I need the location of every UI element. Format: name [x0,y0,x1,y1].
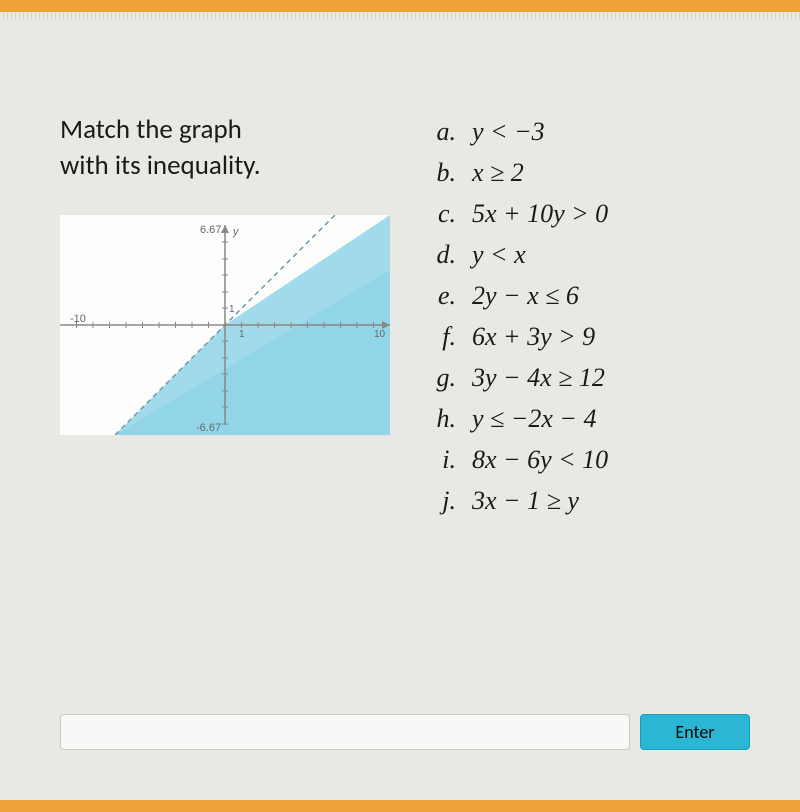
answer-letter: c. [430,194,456,233]
question-line1: Match the graph [60,113,242,146]
answer-row: a. y < −3 [430,112,750,151]
answer-letter: b. [430,153,456,192]
x-right-label: 10 [374,329,386,340]
left-column: Match the graph with its inequality. [60,112,390,522]
y-top-label: 6.67 [200,224,221,236]
y-bottom-label: -6.67 [196,422,221,434]
answer-expr: 2y − x ≤ 6 [472,276,579,315]
answer-expr: 6x + 3y > 9 [472,317,595,356]
answer-expr: y < −3 [472,112,545,151]
answer-row: b. x ≥ 2 [430,153,750,192]
answer-letter: e. [430,276,456,315]
x-left-label: -10 [70,313,86,325]
answer-letter: j. [430,481,456,520]
answer-row: d. y < x [430,235,750,274]
answer-row: h. y ≤ −2x − 4 [430,399,750,438]
y-unit-label: 1 [229,304,235,315]
answer-letter: i. [430,440,456,479]
answer-row: g. 3y − 4x ≥ 12 [430,358,750,397]
content-row: Match the graph with its inequality. [60,112,750,522]
torn-edge-decoration [0,12,800,20]
answer-row: c. 5x + 10y > 0 [430,194,750,233]
answer-expr: 5x + 10y > 0 [472,194,608,233]
answer-row: j. 3x − 1 ≥ y [430,481,750,520]
answer-letter: a. [430,112,456,151]
answer-expr: 3x − 1 ≥ y [472,481,579,520]
answer-expr: 3y − 4x ≥ 12 [472,358,605,397]
answer-row: e. 2y − x ≤ 6 [430,276,750,315]
question-title: Match the graph with its inequality. [60,112,390,185]
answer-letter: d. [430,235,456,274]
x-unit-label: 1 [239,329,245,340]
page-container: Match the graph with its inequality. [0,12,800,800]
graph-svg: -10 6.67 y -6.67 1 1 10 [60,215,390,435]
answer-expr: y < x [472,235,526,274]
answer-letter: h. [430,399,456,438]
question-line2: with its inequality. [60,149,261,182]
answer-expr: x ≥ 2 [472,153,524,192]
answer-letter: g. [430,358,456,397]
input-row: Enter [60,714,750,750]
answer-input[interactable] [60,714,630,750]
answer-row: i. 8x − 6y < 10 [430,440,750,479]
right-column: a. y < −3 b. x ≥ 2 c. 5x + 10y > 0 d. y … [430,112,750,522]
enter-button[interactable]: Enter [640,714,750,750]
answer-expr: 8x − 6y < 10 [472,440,608,479]
answer-letter: f. [430,317,456,356]
answer-list: a. y < −3 b. x ≥ 2 c. 5x + 10y > 0 d. y … [430,112,750,520]
inequality-graph: -10 6.67 y -6.67 1 1 10 [60,215,390,435]
answer-expr: y ≤ −2x − 4 [472,399,596,438]
answer-row: f. 6x + 3y > 9 [430,317,750,356]
